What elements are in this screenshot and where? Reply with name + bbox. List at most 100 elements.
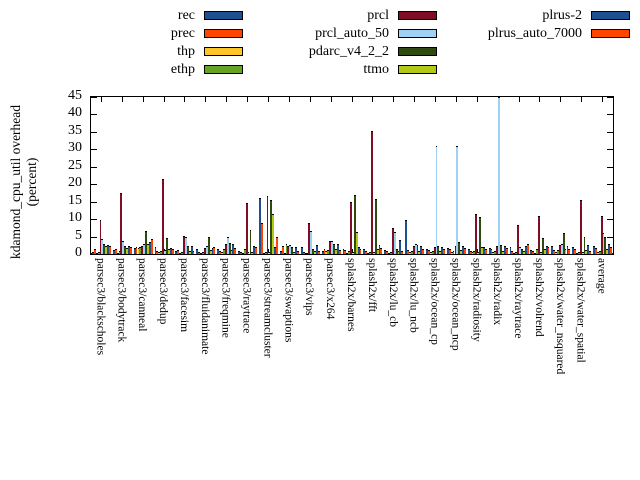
x-tick-mark [518, 97, 520, 102]
x-tick-label-parsec3/freqmine: parsec3/freqmine [219, 258, 232, 338]
bar-prcl_auto_50-parsec3/swaptions [289, 244, 292, 254]
bar-rec-parsec3/fluidanimate [196, 249, 199, 254]
bar-plrus-2-parsec3/raytrace [253, 246, 256, 254]
bar-plrus_auto_7000-parsec3/raytrace [255, 247, 258, 254]
bar-prcl_auto_50-splash2x/barnes [352, 252, 354, 254]
bar-pdarc_v4_2_2-parsec3/blackscholes [103, 244, 106, 254]
bar-ttmo-average [606, 249, 609, 254]
bar-plrus-2-splash2x/raytrace [524, 246, 527, 254]
bar-prcl_auto_50-splash2x/ocean_cp [435, 145, 438, 254]
x-tick-mark [142, 97, 144, 102]
x-tick-label-splash2x/volrend: splash2x/volrend [532, 258, 545, 337]
bar-prec-parsec3/freqmine [219, 250, 221, 254]
legend-swatch-prcl [398, 11, 437, 20]
bar-plrus_auto_7000-splash2x/radix [505, 247, 508, 254]
x-tick-label-splash2x/radix: splash2x/radix [491, 258, 504, 326]
bar-plrus-2-parsec3/facesim [190, 246, 193, 254]
legend-swatch-ttmo [398, 65, 437, 74]
bar-plrus-2-splash2x/lu_cb [399, 240, 402, 254]
bar-pdarc_v4_2_2-splash2x/radix [500, 245, 502, 254]
bar-ethp-parsec3/facesim [181, 252, 184, 254]
bar-plrus-2-parsec3/swaptions [295, 247, 297, 254]
bar-prec-parsec3/canneal [135, 247, 138, 254]
legend-item-ttmo: ttmo [177, 62, 437, 79]
legend-swatch-prec [204, 29, 243, 38]
y-tick-label-10: 10 [68, 210, 82, 226]
bar-thp-splash2x/ocean_ncp [450, 251, 453, 254]
x-tick-mark [414, 97, 416, 102]
bar-pdarc_v4_2_2-parsec3/fluidanimate [207, 237, 210, 254]
y-tick-label-35: 35 [68, 122, 82, 138]
bar-prec-splash2x/volrend [532, 250, 535, 254]
bar-ttmo-parsec3/dedup [167, 249, 170, 254]
legend-label-ethp: ethp [170, 62, 195, 77]
bar-rec-splash2x/fft [363, 248, 366, 254]
x-tick-mark [184, 97, 186, 102]
bar-rec-parsec3/facesim [175, 251, 178, 254]
legend-item-plrus_auto_7000: plrus_auto_7000 [370, 26, 630, 43]
bar-ttmo-splash2x/radix [501, 250, 504, 254]
bar-thp-splash2x/lu_cb [388, 252, 390, 254]
legend-swatch-plrus-2 [591, 11, 630, 20]
bar-prec-average [594, 247, 597, 254]
x-tick-mark [581, 249, 583, 254]
bar-pdarc_v4_2_2-splash2x/lu_ncb [416, 245, 419, 254]
bar-plrus_auto_7000-splash2x/water_spatial [589, 250, 592, 254]
legend-label-pdarc_v4_2_2: pdarc_v4_2_2 [308, 44, 389, 59]
bar-prcl-splash2x/ocean_cp [433, 247, 436, 254]
bar-prcl-splash2x/fft [370, 130, 373, 254]
bar-ethp-splash2x/fft [369, 251, 371, 254]
bar-prec-splash2x/barnes [344, 249, 347, 254]
bar-prcl_auto_50-splash2x/water_spatial [581, 252, 584, 254]
bar-plrus-2-splash2x/volrend [545, 246, 548, 254]
x-tick-label-splash2x/water_spatial: splash2x/water_spatial [574, 258, 587, 363]
bar-rec-splash2x/lu_cb [384, 249, 387, 254]
legend-swatch-pdarc_v4_2_2 [398, 47, 437, 56]
x-tick-mark [351, 97, 353, 102]
bar-plrus_auto_7000-splash2x/barnes [359, 248, 362, 254]
legend-item-ethp: ethp [0, 62, 243, 79]
bar-plrus-2-splash2x/lu_ncb [420, 246, 423, 254]
bar-pdarc_v4_2_2-splash2x/raytrace [520, 248, 523, 254]
bar-prcl_auto_50-splash2x/ocean_ncp [456, 145, 459, 254]
bar-prec-splash2x/lu_cb [386, 251, 389, 254]
bar-rec-splash2x/lu_ncb [405, 220, 408, 254]
y-tick-mark [607, 149, 613, 151]
y-tick-label-40: 40 [68, 105, 82, 121]
bar-prcl-parsec3/swaptions [287, 245, 290, 254]
bar-thp-parsec3/raytrace [241, 252, 244, 254]
bar-pdarc_v4_2_2-parsec3/bodytrack [124, 246, 127, 254]
bar-plrus_auto_7000-splash2x/volrend [547, 247, 550, 254]
bar-rec-parsec3/canneal [133, 248, 136, 254]
bar-rec-parsec3/dedup [154, 247, 157, 254]
bar-prcl_auto_50-parsec3/facesim [184, 236, 187, 254]
bar-prcl_auto_50-parsec3/freqmine [226, 236, 229, 254]
bar-prcl-splash2x/radiosity [475, 213, 478, 254]
bar-prcl_auto_50-splash2x/radiosity [477, 252, 480, 254]
bar-plrus_auto_7000-splash2x/ocean_cp [443, 248, 445, 254]
x-tick-label-parsec3/bodytrack: parsec3/bodytrack [115, 258, 128, 343]
y-tick-mark [607, 236, 613, 238]
bar-prcl-splash2x/lu_cb [391, 228, 394, 254]
x-tick-label-splash2x/raytrace: splash2x/raytrace [512, 258, 525, 339]
bar-prcl_auto_50-splash2x/lu_ncb [414, 243, 417, 254]
bar-ethp-parsec3/swaptions [285, 244, 288, 254]
bar-plrus_auto_7000-parsec3/dedup [171, 249, 174, 254]
bar-ethp-parsec3/dedup [160, 251, 163, 254]
bar-rec-splash2x/ocean_cp [426, 248, 428, 254]
bar-prcl-splash2x/lu_ncb [412, 246, 415, 254]
x-tick-label-splash2x/lu_cb: splash2x/lu_cb [386, 258, 399, 327]
bar-plrus_auto_7000-parsec3/blackscholes [109, 245, 111, 254]
bar-plrus_auto_7000-parsec3/streamcluster [276, 236, 278, 254]
bar-plrus-2-parsec3/blackscholes [107, 244, 110, 254]
legend-item-rec: rec [0, 8, 243, 25]
x-tick-mark [309, 97, 311, 102]
x-tick-mark [351, 249, 353, 254]
bar-thp-splash2x/lu_ncb [408, 252, 411, 254]
bar-ethp-parsec3/bodytrack [118, 251, 121, 254]
bar-plrus-2-parsec3/streamcluster [274, 247, 277, 254]
x-tick-label-parsec3/streamcluster: parsec3/streamcluster [261, 258, 274, 358]
y-tick-label-30: 30 [68, 140, 82, 156]
bar-ttmo-splash2x/ocean_ncp [460, 249, 463, 254]
bar-ttmo-parsec3/fluidanimate [209, 249, 212, 254]
